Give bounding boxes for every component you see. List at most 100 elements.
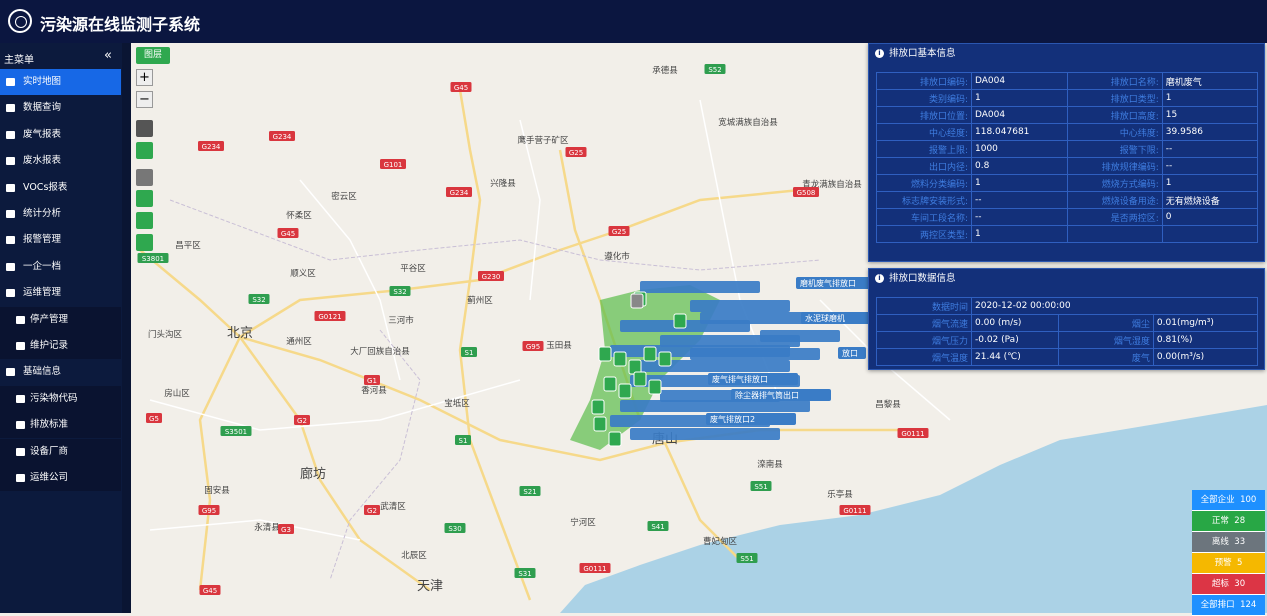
- field-value: 1: [1161, 174, 1259, 192]
- basic-info-table: 排放口编码: DA004 排放口名称: 磨机废气 类别编码: 1 排放口类型: 1 排放口位置:…: [876, 72, 1259, 243]
- enterprise-marker[interactable]: [591, 399, 605, 415]
- submenu-item[interactable]: 维护记录: [0, 333, 121, 359]
- outlet-label: 除尘器排气筒出口: [735, 390, 799, 400]
- enterprise-marker[interactable]: [633, 371, 647, 387]
- enterprise-marker[interactable]: [648, 379, 662, 395]
- enterprise-marker[interactable]: [593, 416, 607, 432]
- field-label: 车间工段名称:: [876, 208, 972, 226]
- menu-item[interactable]: 运维管理: [0, 280, 121, 306]
- shield-label: G45: [454, 84, 468, 92]
- status-item[interactable]: 超标 30: [1192, 574, 1265, 595]
- status-count: 33: [1234, 537, 1246, 547]
- submenu-item[interactable]: 污染物代码: [0, 385, 121, 412]
- status-count: 100: [1240, 495, 1257, 505]
- field-value: 磨机废气: [1161, 72, 1259, 90]
- menu-item[interactable]: 数据查询: [0, 95, 121, 121]
- map-label: 玉田县: [546, 341, 572, 351]
- tool-button[interactable]: [136, 190, 153, 207]
- submenu-item[interactable]: 运维公司: [0, 465, 121, 491]
- layer-button[interactable]: 图层: [136, 47, 170, 64]
- enterprise-marker[interactable]: [643, 346, 657, 362]
- menu-item[interactable]: 统计分析: [0, 201, 121, 227]
- menu-item[interactable]: 实时地图: [0, 69, 121, 95]
- enterprise-marker[interactable]: [658, 351, 672, 367]
- field-value: [1161, 225, 1259, 243]
- menu-icon: [6, 130, 15, 139]
- collapse-button[interactable]: «: [104, 48, 112, 63]
- status-item[interactable]: 正常 28: [1192, 511, 1265, 532]
- shield-bg: [444, 523, 466, 533]
- road-shield: G3: [278, 524, 294, 534]
- tool-button[interactable]: [136, 120, 153, 137]
- shield-label: G234: [202, 143, 221, 151]
- map-label: 北辰区: [401, 551, 427, 561]
- enterprise-marker[interactable]: [630, 293, 644, 309]
- menu-item[interactable]: 一企一档: [0, 254, 121, 280]
- road-shield: G1: [364, 375, 380, 385]
- enterprise-marker[interactable]: [613, 351, 627, 367]
- outlet-label-box: [620, 400, 810, 412]
- outlet-label-box: [630, 428, 780, 440]
- menu-label: 污染物代码: [30, 392, 78, 404]
- menu-label: 设备厂商: [30, 445, 69, 457]
- table-row: 报警上限: 1000 报警下限: --: [876, 140, 1259, 158]
- enterprise-marker[interactable]: [673, 313, 687, 329]
- tool-button[interactable]: [136, 234, 153, 251]
- shield-label: G25: [612, 228, 626, 236]
- tool-button[interactable]: [136, 169, 153, 186]
- status-count: 5: [1237, 558, 1243, 568]
- enterprise-marker[interactable]: [598, 346, 612, 362]
- field-value: 15: [1161, 106, 1259, 124]
- shield-label: G95: [202, 507, 216, 515]
- map-label: 遵化市: [604, 251, 630, 262]
- tool-button[interactable]: [136, 142, 153, 159]
- submenu-item[interactable]: 设备厂商: [0, 438, 121, 465]
- map-label: 固安县: [204, 485, 230, 496]
- field-label: 废气: [1057, 348, 1154, 366]
- status-item[interactable]: 离线 33: [1192, 532, 1265, 553]
- shield-label: G2: [367, 507, 377, 515]
- road-shield: G25: [565, 147, 587, 157]
- road-shield: G95: [522, 341, 544, 351]
- field-label: 排放口类型:: [1066, 89, 1163, 107]
- status-item[interactable]: 预警 5: [1192, 553, 1265, 574]
- map-label: 青龙满族自治县: [802, 179, 862, 190]
- zoom-in[interactable]: +: [136, 69, 153, 86]
- tool-button[interactable]: [136, 212, 153, 229]
- header: 污染源在线监测子系统: [0, 0, 1267, 43]
- enterprise-marker[interactable]: [618, 383, 632, 399]
- menu-icon: [6, 236, 15, 245]
- menu-item[interactable]: 报警管理: [0, 227, 121, 253]
- menu-item[interactable]: 基础信息: [0, 359, 121, 385]
- menu-icon: [16, 474, 25, 482]
- status-label: 超标: [1211, 579, 1229, 589]
- field-value: 0.01(mg/m³): [1152, 314, 1259, 332]
- status-item[interactable]: 全部企业 100: [1192, 490, 1265, 511]
- zoom-out[interactable]: −: [136, 91, 153, 108]
- enterprise-marker[interactable]: [603, 376, 617, 392]
- field-value: --: [971, 208, 1068, 226]
- shield-bg: [220, 426, 252, 436]
- submenu-item[interactable]: 排放标准: [0, 412, 121, 439]
- shield-label: S31: [518, 570, 531, 578]
- shield-bg: [198, 505, 220, 515]
- road-shield: S51: [736, 553, 758, 563]
- menu-item[interactable]: 废气报表: [0, 122, 121, 148]
- submenu-item[interactable]: 停产管理: [0, 306, 121, 333]
- menu-icon: [16, 394, 25, 403]
- shield-bg: [704, 64, 726, 74]
- menu-item[interactable]: 废水报表: [0, 148, 121, 174]
- status-count: 30: [1234, 579, 1246, 589]
- road-shield: S32: [389, 286, 411, 296]
- shield-bg: [278, 524, 294, 534]
- field-value: 0.00 (m/s): [971, 314, 1059, 332]
- field-label: 排放口编码:: [876, 72, 972, 90]
- field-value: 0: [1161, 208, 1259, 226]
- menu-icon: [6, 183, 15, 192]
- menu-item[interactable]: VOCs报表: [0, 175, 121, 201]
- shield-bg: [146, 413, 162, 423]
- road-shield: G101: [380, 159, 406, 169]
- map-label: 顺义区: [290, 269, 316, 279]
- enterprise-marker[interactable]: [608, 431, 622, 447]
- shield-label: G234: [450, 189, 469, 197]
